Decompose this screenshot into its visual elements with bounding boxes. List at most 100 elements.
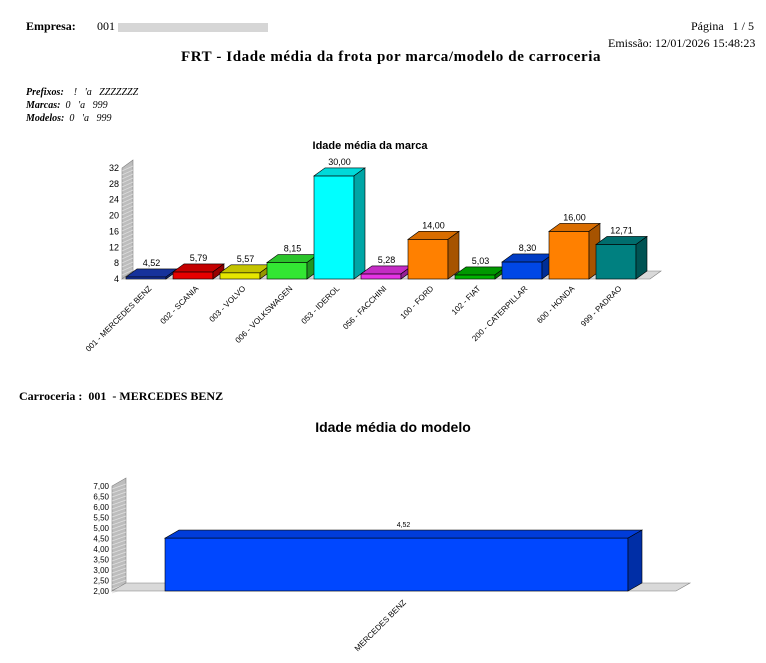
chart1-category-label: 056 - FACCHINI: [341, 284, 388, 331]
chart2-wall-hatch: [111, 487, 127, 494]
chart2-y-tick-label: 5,00: [93, 524, 109, 533]
chart1-wall-hatch: [121, 193, 134, 200]
chart1-wall-hatch: [121, 269, 134, 276]
chart1-y-tick-label: 12: [109, 242, 119, 252]
chart1-value-label: 5,28: [378, 255, 396, 265]
chart1-wall-hatch: [121, 237, 134, 244]
chart1-wall-hatch: [121, 241, 134, 248]
chart2-wall-hatch: [111, 539, 127, 546]
bar-front: [548, 231, 590, 280]
chart2-wall-hatch: [111, 495, 127, 502]
bar-front: [172, 271, 214, 280]
chart2-wall-hatch: [111, 491, 127, 498]
bar-front: [219, 272, 261, 280]
chart2-wall-hatch: [111, 527, 127, 534]
issue-label: Emissão:: [608, 36, 652, 50]
chart2-y-tick-label: 3,00: [93, 566, 109, 575]
bar-front: [313, 175, 355, 280]
chart2-y-tick-label: 6,50: [93, 493, 109, 502]
empresa-label: Empresa:: [26, 19, 76, 33]
chart1-value-label: 8,30: [519, 243, 537, 253]
chart2-wall-hatch: [111, 535, 127, 542]
chart1-bar: 5,03: [454, 256, 507, 280]
chart2-wall-hatch: [111, 567, 127, 574]
chart1-bar: 5,28: [360, 255, 413, 280]
chart1-bar: 16,00: [548, 212, 601, 280]
bar-front: [595, 244, 637, 280]
prefixos-value: ! 'a ZZZZZZZ: [73, 87, 139, 98]
bar-front: [266, 262, 308, 280]
chart2-category-label: MERCEDES BENZ: [353, 598, 408, 653]
filter-prefixos: Prefixos: ! 'a ZZZZZZZ: [26, 87, 138, 98]
chart2-wall-hatch: [111, 571, 127, 578]
chart1-category-label: 600 - HONDA: [535, 284, 577, 326]
chart1-wall-hatch: [121, 257, 134, 264]
marcas-value: 0 'a 999: [65, 100, 108, 111]
chart2-x-labels: MERCEDES BENZ: [353, 598, 408, 653]
filter-marcas: Marcas: 0 'a 999: [26, 100, 108, 111]
chart1-wall-hatch: [121, 225, 134, 232]
chart1-y-tick-label: 28: [109, 179, 119, 189]
page-label: Página: [691, 19, 724, 33]
chart1-x-labels: 001 - MERCEDES BENZ 002 - SCANIA 003 - VOL…: [84, 284, 624, 354]
modelos-label: Modelos:: [26, 113, 65, 124]
chart2-wall-hatch: [111, 515, 127, 522]
bar-side: [635, 235, 648, 280]
chart1-wall-hatch: [121, 165, 134, 172]
issue-date: Emissão: 12/01/2026 15:48:23: [608, 36, 755, 51]
bar-front: [454, 274, 496, 280]
chart1-category-label: 102 - FIAT: [450, 284, 483, 317]
chart1-value-label: 12,71: [610, 225, 633, 235]
bar-front: [407, 239, 449, 280]
chart1-wall-hatch: [121, 221, 134, 228]
page-indicator: Página 1 / 5: [691, 19, 754, 34]
chart1-wall-hatch: [121, 173, 134, 180]
chart2-wall-hatch: [111, 483, 127, 490]
chart2-y-tick-label: 4,00: [93, 545, 109, 554]
chart1-bar: 8,15: [266, 244, 319, 280]
chart1-wall-hatch: [121, 205, 134, 212]
chart1-category-label: 001 - MERCEDES BENZ: [84, 284, 154, 354]
bar-top: [163, 529, 644, 539]
chart1-y-tick-label: 24: [109, 195, 119, 205]
chart1-value-label: 8,15: [284, 244, 302, 254]
empresa-value: 001: [97, 19, 268, 34]
modelos-value: 0 'a 999: [69, 113, 112, 124]
page-value: 1 / 5: [732, 19, 755, 33]
chart2-wall-hatch: [111, 499, 127, 506]
chart1-bar: 5,57: [219, 254, 272, 280]
chart1-wall-hatch: [121, 265, 134, 272]
chart-idade-marca: Idade média da marca 4 8 12 16 20 24 28 32 4,52…: [84, 140, 662, 354]
chart2-value-label: 4,52: [397, 522, 411, 529]
chart2-wall-hatch: [111, 519, 127, 526]
chart1-wall-hatch: [121, 201, 134, 208]
chart1-bar: 4,52: [125, 258, 178, 280]
bar-front: [164, 537, 629, 592]
chart2-wall-hatch: [111, 551, 127, 558]
chart1-value-label: 4,52: [143, 258, 161, 268]
chart1-wall-hatch: [121, 245, 134, 252]
chart2-bars: 4,52: [163, 522, 644, 592]
chart1-wall-hatch: [121, 169, 134, 176]
prefixos-label: Prefixos:: [26, 87, 64, 98]
chart1-category-label: 999 - PADRAO: [579, 284, 623, 328]
chart2-wall-hatch: [111, 555, 127, 562]
chart1-wall-hatch: [121, 261, 134, 268]
carroceria-value: 001 - MERCEDES BENZ: [88, 389, 224, 403]
chart1-bar: 12,71: [595, 225, 648, 280]
carroceria-label: Carroceria :: [19, 389, 83, 403]
chart1-wall-hatch: [121, 249, 134, 256]
chart2-wall-hatch: [111, 563, 127, 570]
chart1-wall-hatch: [121, 185, 134, 192]
chart2-wall-hatch: [111, 503, 127, 510]
chart1-value-label: 5,79: [190, 253, 208, 263]
chart1-title: Idade média da marca: [313, 140, 429, 152]
chart1-category-label: 003 - VOLVO: [208, 284, 248, 324]
bar-front: [501, 261, 543, 280]
chart2-wall-hatch: [111, 559, 127, 566]
chart2-wall-hatch: [111, 511, 127, 518]
chart2-y-tick-label: 7,00: [93, 482, 109, 491]
chart2-wall-hatch: [111, 575, 127, 582]
chart1-bar: 30,00: [313, 157, 366, 280]
chart1-wall-hatch: [121, 209, 134, 216]
